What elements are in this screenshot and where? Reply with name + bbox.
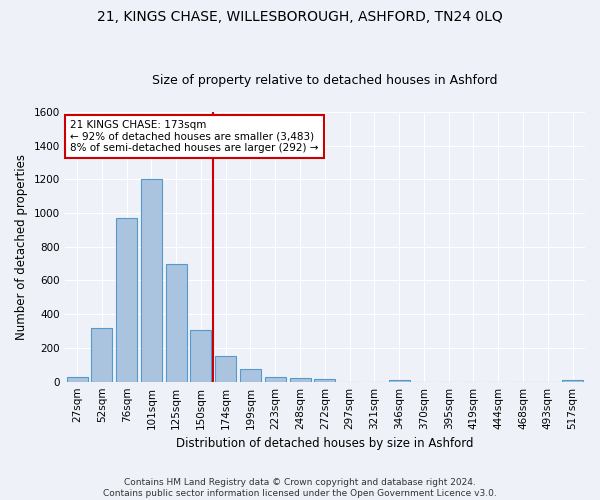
Bar xyxy=(141,180,162,382)
Bar xyxy=(389,380,410,382)
Text: 21 KINGS CHASE: 173sqm
← 92% of detached houses are smaller (3,483)
8% of semi-d: 21 KINGS CHASE: 173sqm ← 92% of detached… xyxy=(70,120,319,153)
Bar xyxy=(67,376,88,382)
Bar xyxy=(314,379,335,382)
Bar xyxy=(265,376,286,382)
Bar xyxy=(166,264,187,382)
Y-axis label: Number of detached properties: Number of detached properties xyxy=(15,154,28,340)
Text: 21, KINGS CHASE, WILLESBOROUGH, ASHFORD, TN24 0LQ: 21, KINGS CHASE, WILLESBOROUGH, ASHFORD,… xyxy=(97,10,503,24)
Bar xyxy=(116,218,137,382)
Bar xyxy=(215,356,236,382)
Bar xyxy=(190,330,211,382)
Bar xyxy=(91,328,112,382)
Title: Size of property relative to detached houses in Ashford: Size of property relative to detached ho… xyxy=(152,74,497,87)
X-axis label: Distribution of detached houses by size in Ashford: Distribution of detached houses by size … xyxy=(176,437,473,450)
Bar xyxy=(562,380,583,382)
Text: Contains HM Land Registry data © Crown copyright and database right 2024.
Contai: Contains HM Land Registry data © Crown c… xyxy=(103,478,497,498)
Bar xyxy=(240,369,261,382)
Bar xyxy=(290,378,311,382)
